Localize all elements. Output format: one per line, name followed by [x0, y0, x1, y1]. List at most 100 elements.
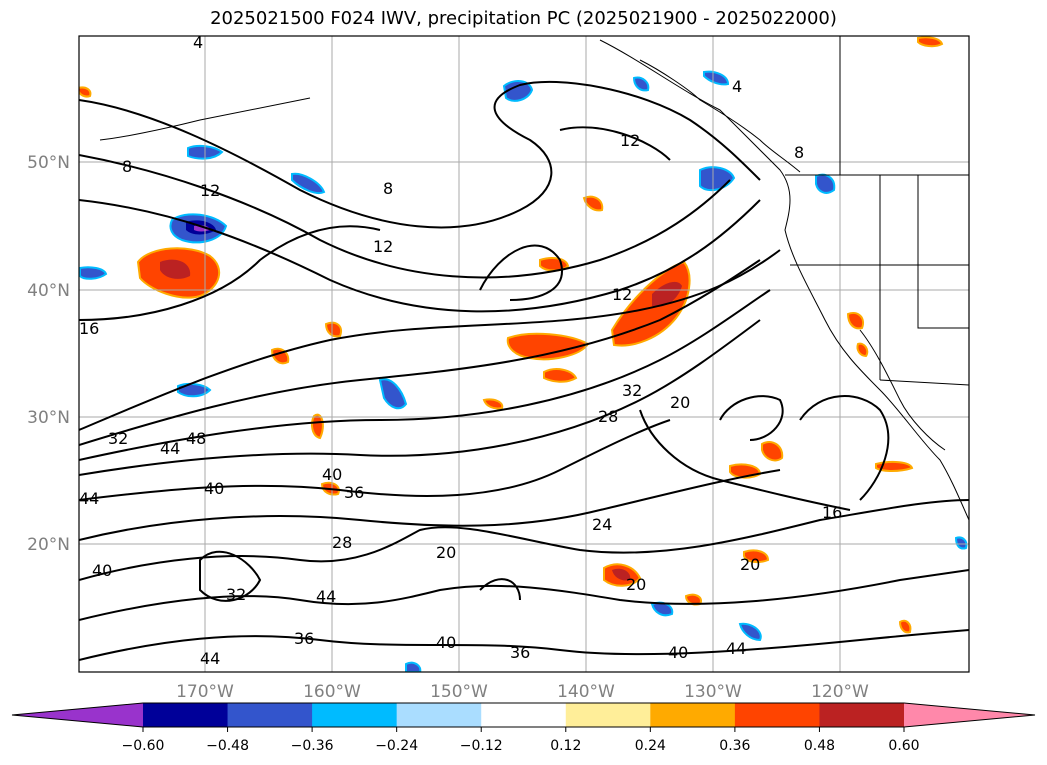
contour-label: 20	[436, 543, 456, 562]
contour-label: 12	[612, 285, 632, 304]
precip-strong-positive-area	[160, 259, 191, 279]
colorbar-segment	[565, 703, 651, 727]
lat-label: 30°N	[27, 408, 70, 428]
contour-line	[79, 199, 761, 313]
precip-positive-area	[856, 342, 869, 358]
colorbar-tick-label: 0.48	[804, 738, 835, 754]
contour-label: 32	[108, 429, 128, 448]
contour-line	[79, 569, 969, 621]
colorbar-extend-low	[12, 703, 143, 727]
precip-strong-positive-area	[612, 568, 631, 581]
lon-label: 150°W	[430, 682, 488, 702]
contour-line	[79, 259, 761, 446]
colorbar-tick-label: −0.36	[291, 738, 334, 754]
contour-line	[79, 419, 671, 501]
colorbar-extend-high	[904, 703, 1035, 727]
contour-label: 12	[620, 131, 640, 150]
contour-line	[479, 578, 521, 601]
contour-label: 32	[622, 381, 642, 400]
coastlines	[99, 36, 969, 521]
colorbar-ticks: −0.60 −0.48 −0.36 −0.24 −0.12 0.12 0.24 0.36 0.4…	[122, 727, 920, 754]
contour-label: 40	[92, 561, 112, 580]
colorbar-tick-label: 0.36	[719, 738, 750, 754]
contour-label: 28	[598, 407, 618, 426]
precip-positive-area	[311, 413, 324, 440]
contour-label: 12	[200, 181, 220, 200]
contour-label: 20	[670, 393, 690, 412]
contour-line	[799, 395, 890, 501]
colorbar-segment	[734, 703, 820, 727]
precip-positive-area	[846, 312, 864, 330]
colorbar-tick-label: −0.60	[122, 738, 165, 754]
lon-label: 140°W	[557, 682, 615, 702]
colorbar-segment	[650, 703, 736, 727]
colorbar-segment	[819, 703, 905, 727]
contour-label: 28	[332, 533, 352, 552]
precip-negative-area	[632, 76, 650, 92]
contour-label: 40	[668, 643, 688, 662]
contour-line	[79, 469, 781, 541]
precip-negative-area	[79, 266, 108, 280]
contour-label: 44	[316, 587, 336, 606]
precip-positive-area	[761, 440, 784, 462]
precip-positive-area	[324, 321, 342, 338]
baja-california-coast	[859, 329, 946, 451]
contour-label: 36	[294, 629, 314, 648]
precip-positive-area	[898, 619, 912, 634]
colorbar-segment	[396, 703, 482, 727]
contour-label: 16	[79, 319, 99, 338]
contour-label: 16	[822, 503, 842, 522]
colorbar-tick-label: −0.24	[375, 738, 418, 754]
colorbar-tick-label: −0.48	[206, 738, 249, 754]
contour-label: 20	[740, 555, 760, 574]
lon-label: 160°W	[303, 682, 361, 702]
iwv-contours	[79, 80, 969, 661]
lon-label: 130°W	[684, 682, 742, 702]
contour-line	[79, 80, 761, 229]
precip-negative-area	[291, 172, 326, 194]
precip-negative-area	[954, 536, 968, 550]
precip-positive-area	[543, 368, 578, 383]
contour-line	[559, 126, 671, 161]
contour-label: 24	[592, 515, 612, 534]
latitude-labels: 50°N 40°N 30°N 20°N	[27, 153, 70, 555]
colorbar-tick-label: 0.12	[550, 738, 581, 754]
contour-line	[639, 409, 851, 511]
map-area	[79, 36, 969, 672]
colorbar-segment	[481, 703, 567, 727]
lon-label: 170°W	[176, 682, 234, 702]
colorbar-segment	[227, 703, 313, 727]
precip-negative-area	[738, 622, 762, 642]
contour-label: 36	[510, 643, 530, 662]
precip-negative-area	[703, 70, 730, 86]
contour-label: 4	[732, 77, 742, 96]
precip-positive-area	[743, 549, 770, 564]
contour-label: 40	[436, 633, 456, 652]
alaska-panhandle-coast	[639, 59, 801, 173]
graticule	[79, 36, 969, 672]
us-mexico-border	[879, 379, 969, 386]
precip-negative-area	[502, 80, 534, 102]
contour-label: 36	[344, 483, 364, 502]
colorbar	[11, 702, 1036, 728]
contour-line	[79, 249, 781, 431]
precip-strong-positive-area	[652, 281, 682, 307]
precip-negative-area	[405, 661, 422, 672]
map-frame	[78, 35, 970, 673]
contour-label: 44	[200, 649, 220, 668]
contour-line	[199, 550, 262, 602]
contour-line	[79, 154, 731, 279]
contour-line	[79, 225, 381, 321]
colorbar-segment	[312, 703, 398, 727]
precip-positive-area	[917, 36, 944, 48]
lat-label: 40°N	[27, 281, 70, 301]
colorbar-tick-label: −0.12	[460, 738, 503, 754]
us-state-borders	[790, 36, 969, 380]
contour-label: 20	[626, 575, 646, 594]
contour-labels: 4 4 8 8 8 12 12 12 12 16 16 20 20 20 20 …	[79, 33, 842, 668]
colorbar-tick-label: 0.60	[888, 738, 919, 754]
precip-negative-area	[815, 173, 836, 194]
contour-label: 8	[383, 179, 393, 198]
precip-positive-area	[482, 398, 504, 410]
